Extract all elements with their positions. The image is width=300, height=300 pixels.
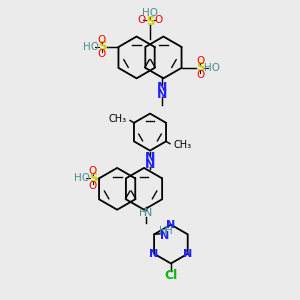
Text: O: O (98, 35, 106, 45)
Text: N: N (145, 158, 155, 171)
Text: O: O (154, 15, 163, 25)
Text: N: N (183, 249, 192, 259)
Text: N: N (157, 88, 167, 101)
Text: HO: HO (74, 173, 90, 183)
Text: O: O (98, 49, 106, 59)
Text: H: H (165, 226, 173, 236)
Text: O: O (196, 70, 205, 80)
Text: N: N (144, 208, 152, 218)
Text: H: H (159, 226, 166, 236)
Text: HO: HO (83, 42, 99, 52)
Text: Cl: Cl (164, 269, 178, 282)
Text: HO: HO (142, 8, 158, 18)
Text: O: O (89, 181, 97, 190)
Text: S: S (146, 15, 154, 28)
Text: N: N (145, 151, 155, 164)
Text: O: O (89, 166, 97, 176)
Text: S: S (196, 61, 204, 74)
Text: N: N (149, 249, 159, 259)
Text: N: N (157, 81, 167, 94)
Text: S: S (89, 172, 98, 185)
Text: CH₃: CH₃ (173, 140, 192, 150)
Text: N: N (166, 220, 176, 230)
Text: CH₃: CH₃ (108, 114, 127, 124)
Text: N: N (160, 231, 170, 241)
Text: O: O (196, 56, 205, 66)
Text: S: S (98, 40, 106, 53)
Text: O: O (137, 15, 146, 25)
Text: HO: HO (204, 63, 220, 73)
Text: H: H (139, 208, 147, 218)
